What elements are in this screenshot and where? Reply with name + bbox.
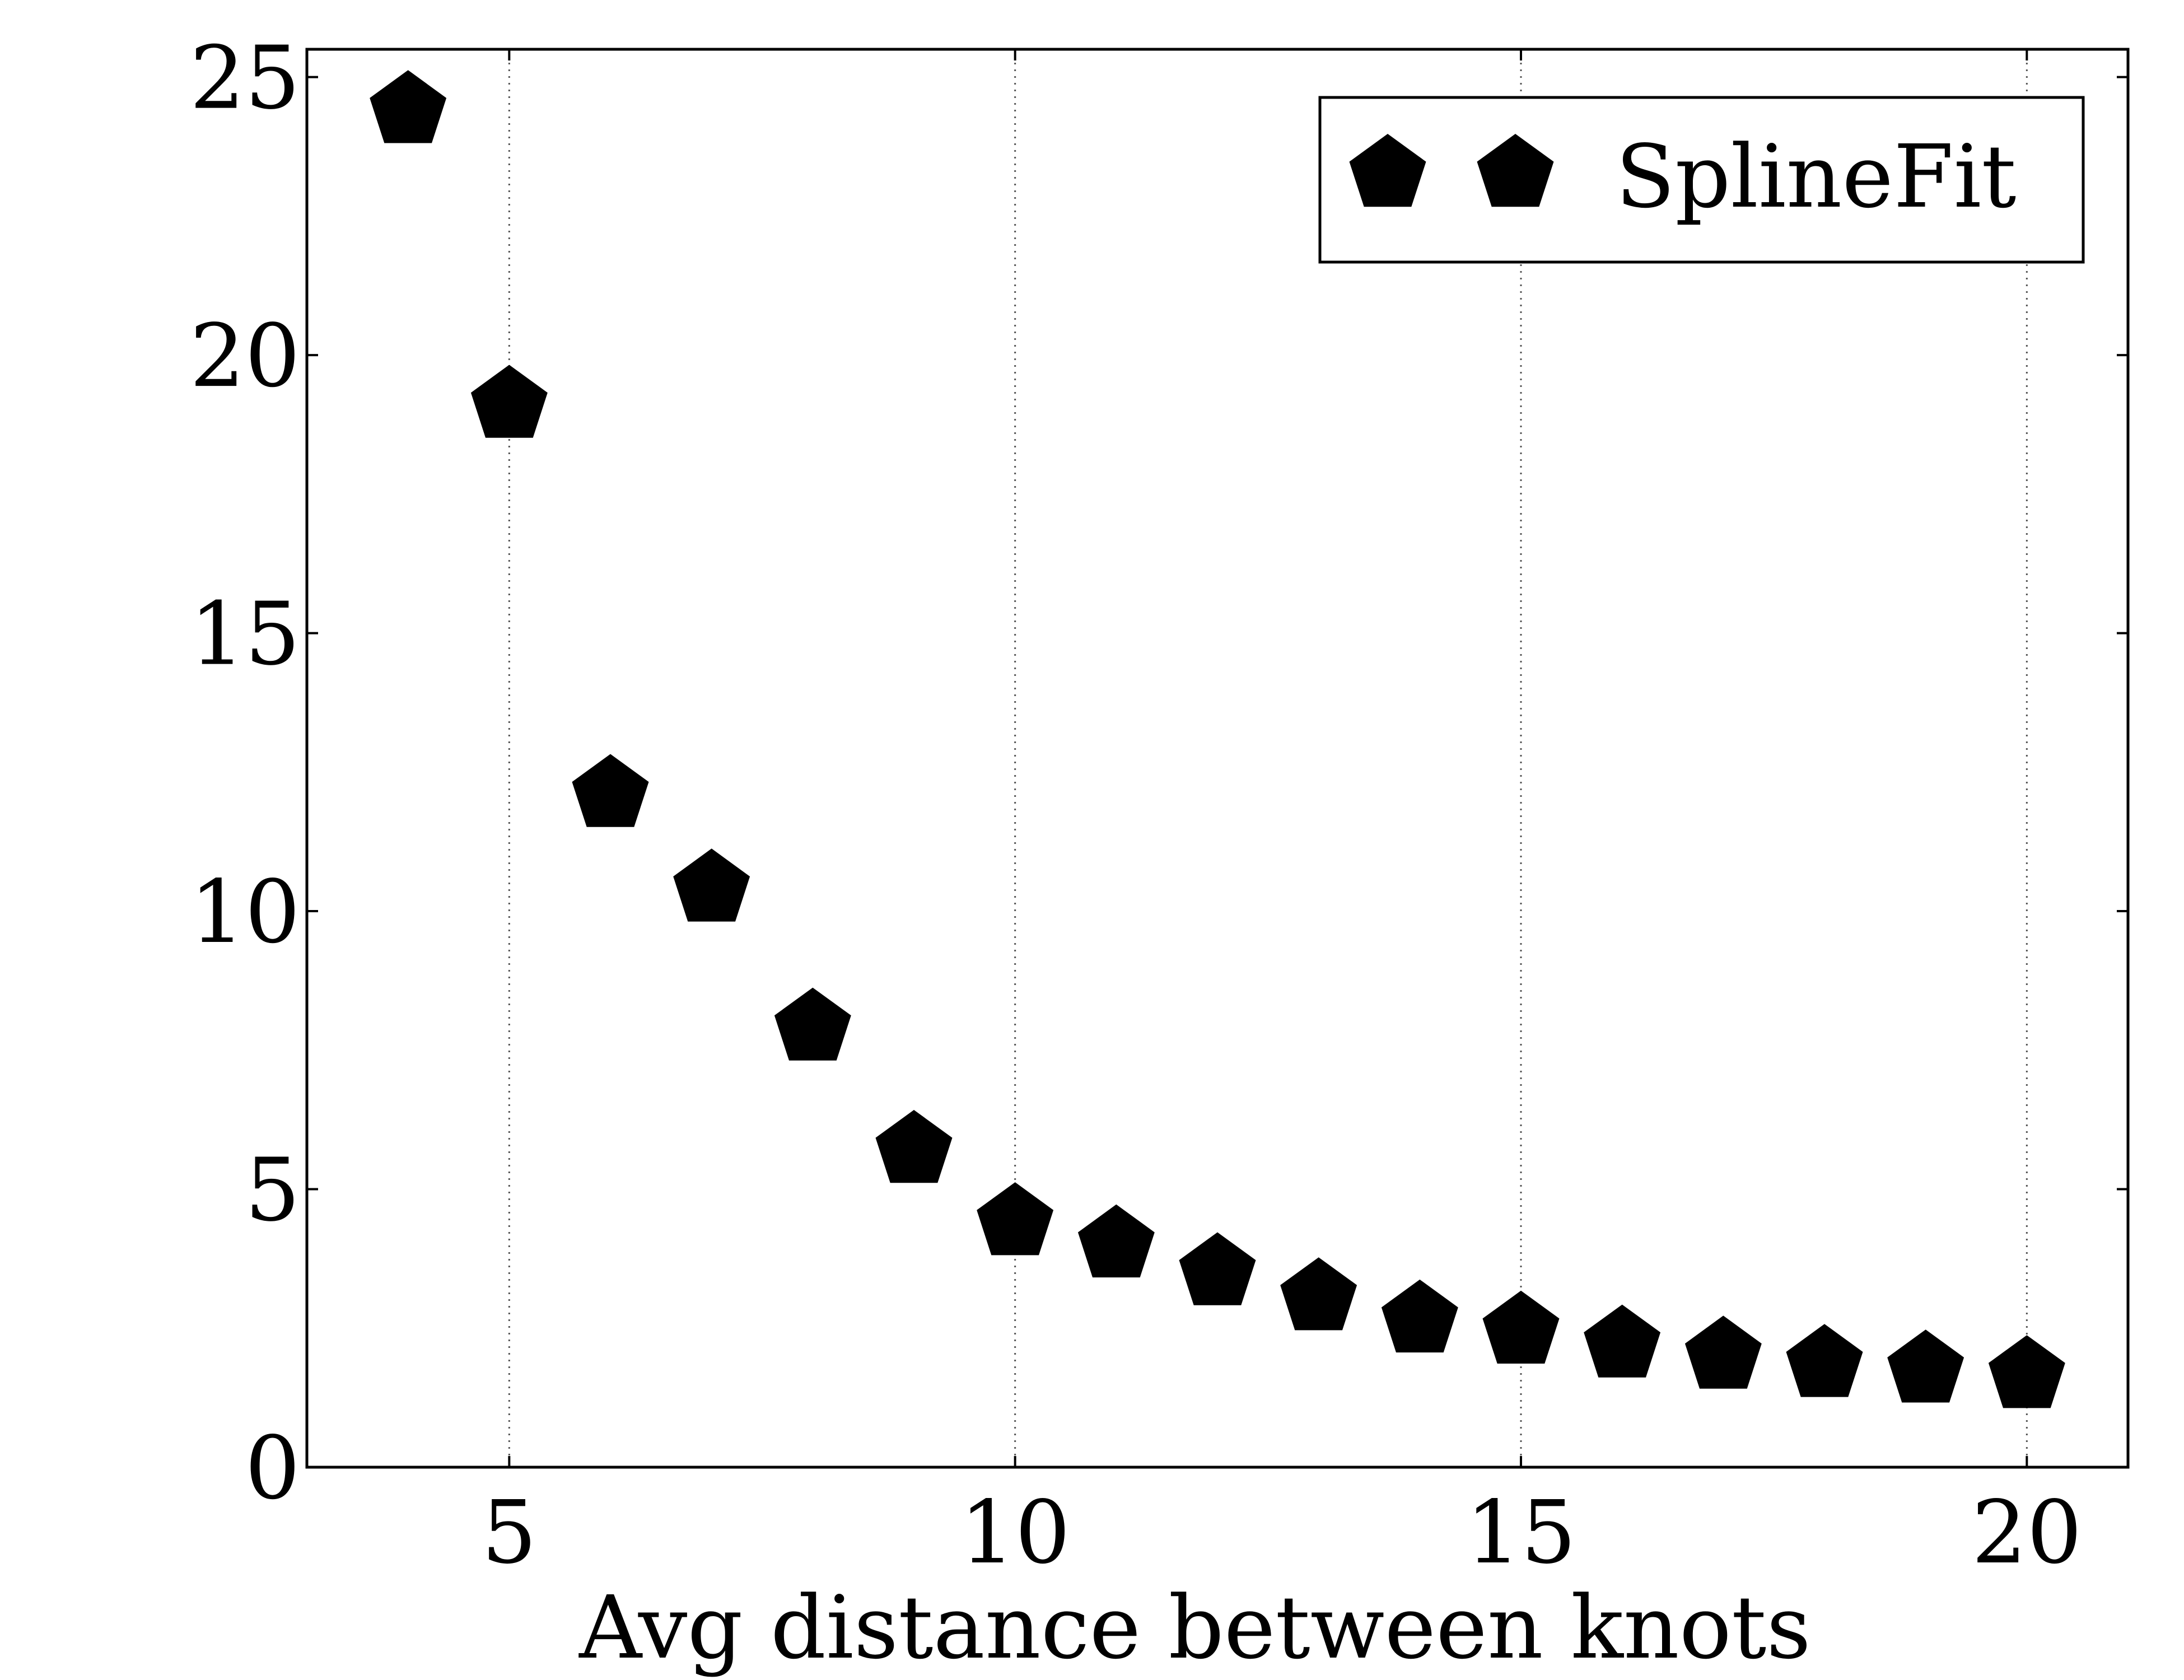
data-point-9 [875, 1110, 953, 1183]
data-point-15 [1482, 1290, 1560, 1364]
x-tick-label-10: 10 [960, 1482, 1070, 1583]
data-point-17 [1684, 1315, 1762, 1389]
data-point-20 [1988, 1335, 2065, 1408]
data-point-8 [774, 987, 851, 1061]
legend-markers [1349, 134, 1554, 207]
data-point-14 [1381, 1279, 1458, 1353]
x-axis-label: Avg distance between knots [578, 1577, 1811, 1678]
data-point-19 [1887, 1329, 1964, 1403]
legend-box [1318, 96, 2085, 264]
y-tick-label-20: 20 [190, 305, 300, 407]
x-tick-label-15: 15 [1466, 1482, 1576, 1583]
data-point-12 [1179, 1232, 1256, 1305]
data-point-13 [1280, 1257, 1357, 1331]
data-point-6 [572, 754, 649, 827]
data-point-16 [1584, 1304, 1661, 1378]
x-tick-label-5: 5 [482, 1482, 537, 1583]
data-point-10 [977, 1182, 1054, 1256]
legend-marker-2 [1477, 134, 1554, 207]
data-point-11 [1077, 1204, 1155, 1278]
y-tick-label-15: 15 [190, 584, 300, 685]
data-point-18 [1786, 1324, 1863, 1397]
axis-ticks [307, 49, 2128, 1468]
x-tick-label-20: 20 [1972, 1482, 2082, 1583]
legend: SplineFit [1318, 96, 2085, 264]
y-tick-label-25: 25 [190, 27, 300, 129]
y-tick-label-5: 5 [245, 1140, 300, 1241]
data-point-7 [673, 848, 750, 922]
data-point-4 [370, 70, 447, 143]
data-points [370, 70, 2065, 1408]
data-point-5 [470, 365, 548, 438]
y-tick-label-10: 10 [190, 861, 300, 963]
plot-frame [305, 48, 2130, 1469]
legend-entry-label: SplineFit [1616, 126, 2017, 227]
legend-marker-1 [1349, 134, 1426, 207]
y-tick-label-0: 0 [245, 1417, 300, 1519]
grid-lines [508, 49, 2028, 1467]
tick-labels: 5 10 15 20 0 5 10 15 20 25 [190, 27, 2082, 1583]
